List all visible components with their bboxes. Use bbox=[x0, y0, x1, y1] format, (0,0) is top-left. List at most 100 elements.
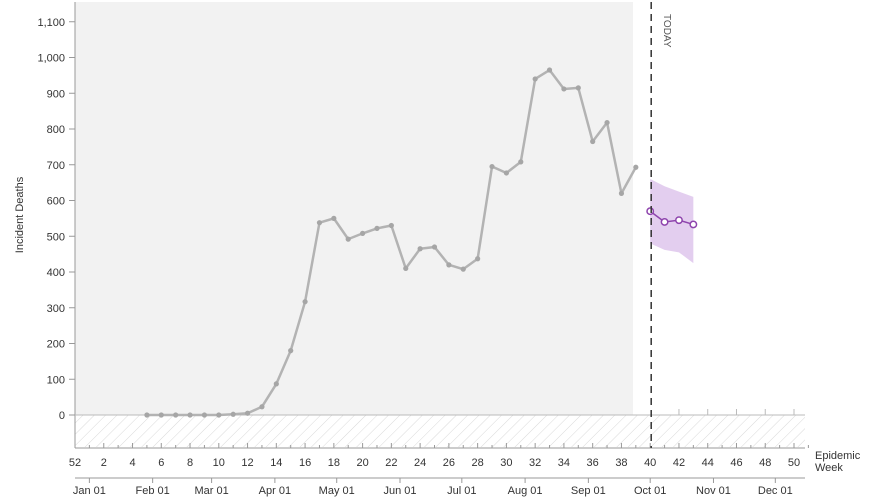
y-tick-label: 300 bbox=[47, 303, 65, 315]
y-tick-label: 900 bbox=[47, 88, 65, 100]
observed-point bbox=[460, 266, 466, 272]
week-tick-label: 10 bbox=[213, 457, 225, 469]
observed-point bbox=[360, 230, 366, 236]
y-tick-label: 800 bbox=[47, 124, 65, 136]
y-tick-label: 700 bbox=[47, 160, 65, 172]
week-tick-label: 20 bbox=[356, 457, 368, 469]
forecast-point bbox=[660, 218, 669, 226]
observed-point bbox=[446, 262, 452, 268]
below-zero-hatch bbox=[75, 415, 805, 447]
observed-point bbox=[503, 170, 509, 176]
observed-point bbox=[144, 412, 150, 418]
week-tick-label: 50 bbox=[788, 457, 800, 469]
observed-point bbox=[345, 236, 351, 242]
week-tick-label: 38 bbox=[615, 457, 627, 469]
week-axis-title-line1: Epidemic bbox=[815, 450, 861, 462]
month-tick-label: Nov 01 bbox=[696, 485, 731, 497]
week-tick-label: 32 bbox=[529, 457, 541, 469]
forecast-point bbox=[689, 220, 698, 229]
observed-point bbox=[331, 215, 337, 221]
observed-point bbox=[604, 119, 610, 126]
observed-point bbox=[590, 138, 596, 145]
month-tick-label: Oct 01 bbox=[634, 485, 666, 497]
observed-point bbox=[633, 164, 639, 170]
month-tick-label: Dec 01 bbox=[758, 485, 793, 497]
week-tick-label: 22 bbox=[385, 457, 397, 469]
observed-point bbox=[302, 299, 308, 305]
observed-point bbox=[431, 244, 438, 250]
week-tick-label: 8 bbox=[187, 457, 193, 469]
month-tick-label: Sep 01 bbox=[571, 485, 606, 497]
y-tick-label: 500 bbox=[47, 231, 65, 243]
y-axis: 0 100 200 300 400 500 600 700 800 900 1,000 1,100 bbox=[37, 2, 805, 447]
week-tick-label: 18 bbox=[328, 457, 340, 469]
y-tick-label: 600 bbox=[47, 196, 65, 208]
y-tick-label: 0 bbox=[59, 410, 65, 422]
month-tick-label: Mar 01 bbox=[194, 485, 228, 497]
past-region-background bbox=[75, 2, 633, 415]
month-tick-label: Jun 01 bbox=[383, 485, 416, 497]
observed-point bbox=[158, 412, 164, 418]
forecast-line bbox=[649, 210, 694, 226]
week-tick-label: 48 bbox=[759, 457, 771, 469]
observed-point bbox=[403, 265, 409, 272]
week-tick-label: 52 bbox=[69, 457, 81, 469]
week-tick-label: 40 bbox=[644, 457, 656, 469]
observed-point bbox=[187, 412, 193, 418]
month-tick-label: Feb 01 bbox=[136, 485, 170, 497]
month-axis: Jan 01 Feb 01 Mar 01 Apr 01 May 01 Jun 01 Jul … bbox=[73, 477, 805, 497]
week-tick-label: 34 bbox=[558, 457, 570, 469]
observed-point bbox=[216, 412, 222, 418]
month-tick-label: Aug 01 bbox=[508, 485, 543, 497]
y-axis-title: Incident Deaths bbox=[14, 176, 26, 253]
observed-point bbox=[518, 159, 524, 165]
observed-point bbox=[561, 86, 567, 92]
week-tick-label: 4 bbox=[129, 457, 135, 469]
observed-point bbox=[273, 381, 279, 387]
week-tick-label: 42 bbox=[673, 457, 685, 469]
week-tick-label: 16 bbox=[299, 457, 311, 469]
week-tick-label: 36 bbox=[587, 457, 599, 469]
y-tick-label: 1,100 bbox=[37, 17, 65, 29]
week-tick-label: 46 bbox=[730, 457, 742, 469]
y-tick-label: 400 bbox=[47, 267, 65, 279]
y-tick-label: 200 bbox=[47, 339, 65, 351]
observed-point bbox=[532, 76, 538, 82]
week-tick-label: 6 bbox=[158, 457, 164, 469]
week-axis-title-line2: Week bbox=[815, 462, 843, 474]
observed-point bbox=[230, 411, 236, 417]
week-tick-label: 14 bbox=[270, 457, 282, 469]
today-label: TODAY bbox=[661, 14, 672, 48]
series-layer bbox=[144, 67, 698, 418]
forecast-point bbox=[675, 216, 683, 225]
month-tick-label: Jul 01 bbox=[447, 485, 476, 497]
observed-point bbox=[417, 246, 423, 252]
week-tick-label: 2 bbox=[101, 457, 107, 469]
y-tick-label: 1,000 bbox=[37, 53, 65, 65]
observed-point bbox=[489, 163, 495, 170]
observed-point bbox=[575, 85, 581, 91]
observed-point bbox=[618, 190, 625, 196]
month-tick-label: May 01 bbox=[319, 485, 355, 497]
week-tick-label: 28 bbox=[472, 457, 484, 469]
observed-point bbox=[374, 225, 380, 231]
observed-point bbox=[201, 412, 208, 418]
week-tick-label: 12 bbox=[241, 457, 253, 469]
week-tick-label: 24 bbox=[414, 457, 426, 469]
observed-point bbox=[388, 222, 394, 229]
observed-point bbox=[244, 410, 251, 416]
observed-point bbox=[316, 220, 323, 226]
forecast-point bbox=[646, 207, 655, 216]
week-tick-label: 44 bbox=[702, 457, 714, 469]
y-tick-label: 100 bbox=[47, 374, 65, 386]
epidemic-week-axis: 52 2 4 6 8 10 12 14 16 18 20 22 24 26 28 30 32 34 36 38 40 42… bbox=[69, 409, 809, 469]
week-tick-label: 26 bbox=[443, 457, 455, 469]
observed-point bbox=[546, 67, 553, 73]
observed-point bbox=[259, 404, 265, 410]
observed-point bbox=[173, 412, 179, 418]
month-tick-label: Apr 01 bbox=[259, 485, 291, 497]
observed-point bbox=[475, 256, 481, 262]
observed-point bbox=[288, 348, 294, 354]
week-tick-label: 30 bbox=[500, 457, 512, 469]
